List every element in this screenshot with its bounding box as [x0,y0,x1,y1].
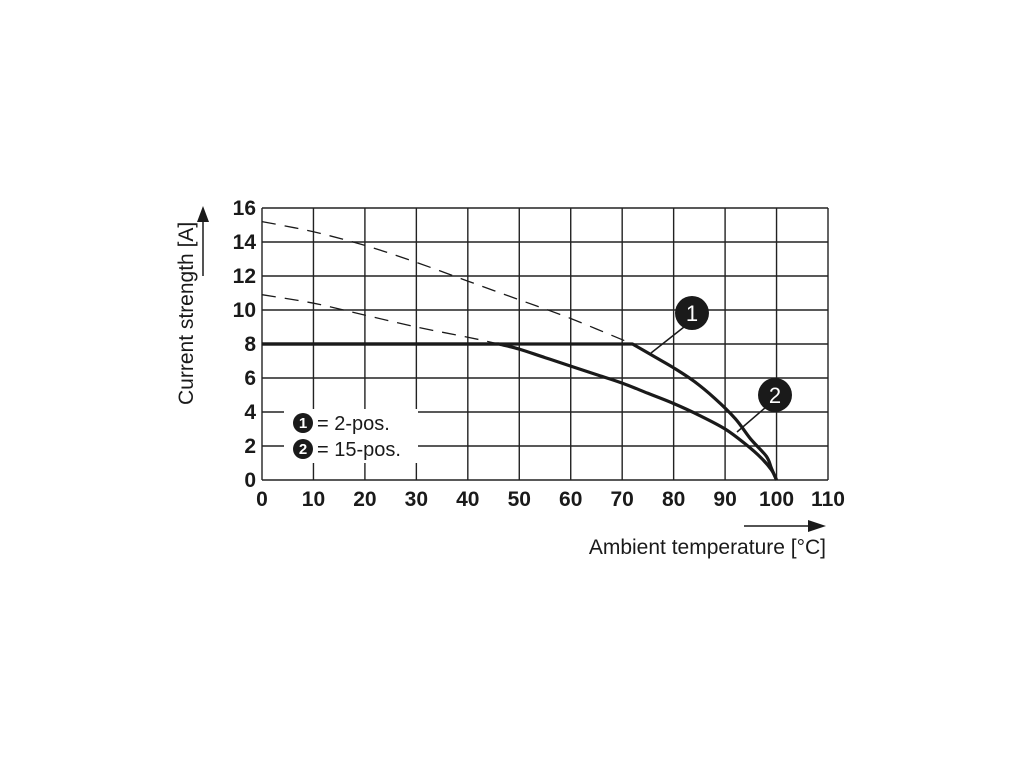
callout-1-badge [675,296,709,330]
y-tick-label: 4 [244,401,256,424]
callout-2: 2 [736,378,792,433]
y-tick-label: 0 [244,469,256,492]
x-tick-label: 100 [759,488,794,511]
x-tick-label: 90 [713,488,736,511]
callout-1-label: 1 [686,301,698,326]
legend-marker-1-label: 1 [299,415,307,432]
callout-2-label: 2 [769,383,781,408]
series-line-2 [262,342,778,481]
legend: 1 = 2-pos. 2 = 15-pos. [284,409,418,463]
x-tick-label: 0 [256,488,268,511]
extrapolation-lines [261,220,633,345]
x-tick-label: 40 [456,488,479,511]
legend-marker-2-label: 2 [299,441,307,458]
callout-2-leader [736,406,767,433]
x-tick-label: 50 [508,488,531,511]
legend-label-1: = 2-pos. [317,413,390,435]
x-tick-label: 60 [559,488,582,511]
y-tick-labels: 0 2 4 6 8 10 12 14 16 [233,197,257,492]
x-tick-label: 70 [611,488,634,511]
series-line-1 [262,342,778,481]
y-tick-label: 2 [244,435,256,458]
y-tick-label: 10 [233,299,256,322]
y-tick-label: 8 [244,333,256,356]
y-axis-arrow-head [197,206,209,222]
callout-1: 1 [650,296,709,354]
y-tick-label: 16 [233,197,256,220]
series-line-dashed-2 [261,220,633,345]
y-axis-title-group: Current strength [A] [175,206,209,405]
x-axis-arrow-head [808,520,826,532]
x-axis-title: Ambient temperature [°C] [589,536,826,559]
legend-entry-2: 2 = 15-pos. [293,439,401,461]
legend-marker-2 [293,439,313,459]
y-tick-label: 12 [233,265,256,288]
legend-entry-1: 1 = 2-pos. [293,413,390,435]
y-axis-title: Current strength [A] [175,222,198,405]
y-tick-label: 6 [244,367,256,390]
callout-2-badge [758,378,792,412]
callout-1-leader [650,326,685,354]
x-tick-labels: 0 10 20 30 40 50 60 70 80 90 100 110 [256,488,845,511]
x-tick-label: 110 [811,488,845,511]
legend-label-2: = 15-pos. [317,439,401,461]
x-tick-label: 30 [405,488,428,511]
x-tick-label: 20 [353,488,376,511]
x-axis-title-group: Ambient temperature [°C] [589,520,826,559]
x-tick-label: 10 [302,488,325,511]
series-line-dashed-3 [261,294,499,345]
legend-marker-1 [293,413,313,433]
x-tick-label: 80 [662,488,685,511]
y-tick-label: 14 [233,231,257,254]
series-lines [262,342,778,481]
